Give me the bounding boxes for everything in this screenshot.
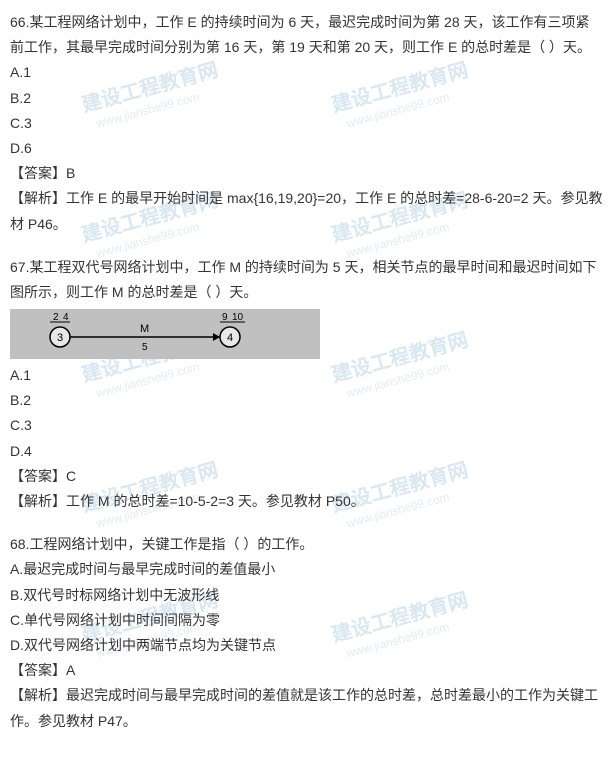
question-67-answer: 【答案】C [10, 464, 603, 489]
question-66-option-a: A.1 [10, 60, 603, 85]
question-67-explain: 【解析】工作 M 的总时差=10-5-2=3 天。参见教材 P50。 [10, 489, 603, 514]
arrow-label: M [140, 323, 149, 335]
question-66-answer: 【答案】B [10, 161, 603, 186]
question-66-explain: 【解析】工作 E 的最早开始时间是 max{16,19,20}=20，工作 E … [10, 186, 603, 236]
question-68-option-a: A.最迟完成时间与最早完成时间的差值最小 [10, 557, 603, 582]
node1-top: 2 [53, 312, 59, 323]
node1-label: 3 [57, 332, 63, 344]
question-67-option-d: D.4 [10, 439, 603, 464]
question-66: 66.某工程网络计划中，工作 E 的持续时间为 6 天，最迟完成时间为第 28 … [10, 10, 603, 237]
question-66-option-b: B.2 [10, 86, 603, 111]
question-67-option-a: A.1 [10, 363, 603, 388]
question-67: 67.某工程双代号网络计划中，工作 M 的持续时间为 5 天，相关节点的最早时间… [10, 255, 603, 515]
node2-bottom: 10 [232, 312, 244, 323]
question-67-option-c: C.3 [10, 413, 603, 438]
question-68-option-c: C.单代号网络计划中时间间隔为零 [10, 608, 603, 633]
question-66-option-d: D.6 [10, 136, 603, 161]
question-68: 68.工程网络计划中，关键工作是指（ ）的工作。 A.最迟完成时间与最早完成时间… [10, 532, 603, 734]
question-68-option-d: D.双代号网络计划中两端节点均为关键节点 [10, 633, 603, 658]
question-67-option-b: B.2 [10, 388, 603, 413]
node1-bottom: 4 [63, 312, 69, 323]
node2-top: 9 [222, 312, 228, 323]
question-68-answer: 【答案】A [10, 658, 603, 683]
diagram-svg: 2 4 3 M 5 9 10 4 [15, 312, 315, 357]
node2-label: 4 [227, 332, 233, 344]
question-68-option-b: B.双代号时标网络计划中无波形线 [10, 583, 603, 608]
arrow-head [213, 333, 220, 341]
network-diagram: 2 4 3 M 5 9 10 4 [10, 309, 320, 359]
question-66-text: 66.某工程网络计划中，工作 E 的持续时间为 6 天，最迟完成时间为第 28 … [10, 10, 603, 60]
content-layer: 66.某工程网络计划中，工作 E 的持续时间为 6 天，最迟完成时间为第 28 … [10, 10, 603, 734]
question-67-text: 67.某工程双代号网络计划中，工作 M 的持续时间为 5 天，相关节点的最早时间… [10, 255, 603, 305]
question-68-text: 68.工程网络计划中，关键工作是指（ ）的工作。 [10, 532, 603, 557]
question-68-explain: 【解析】最迟完成时间与最早完成时间的差值就是该工作的总时差，总时差最小的工作为关… [10, 683, 603, 733]
arrow-duration: 5 [142, 342, 148, 353]
question-66-option-c: C.3 [10, 111, 603, 136]
